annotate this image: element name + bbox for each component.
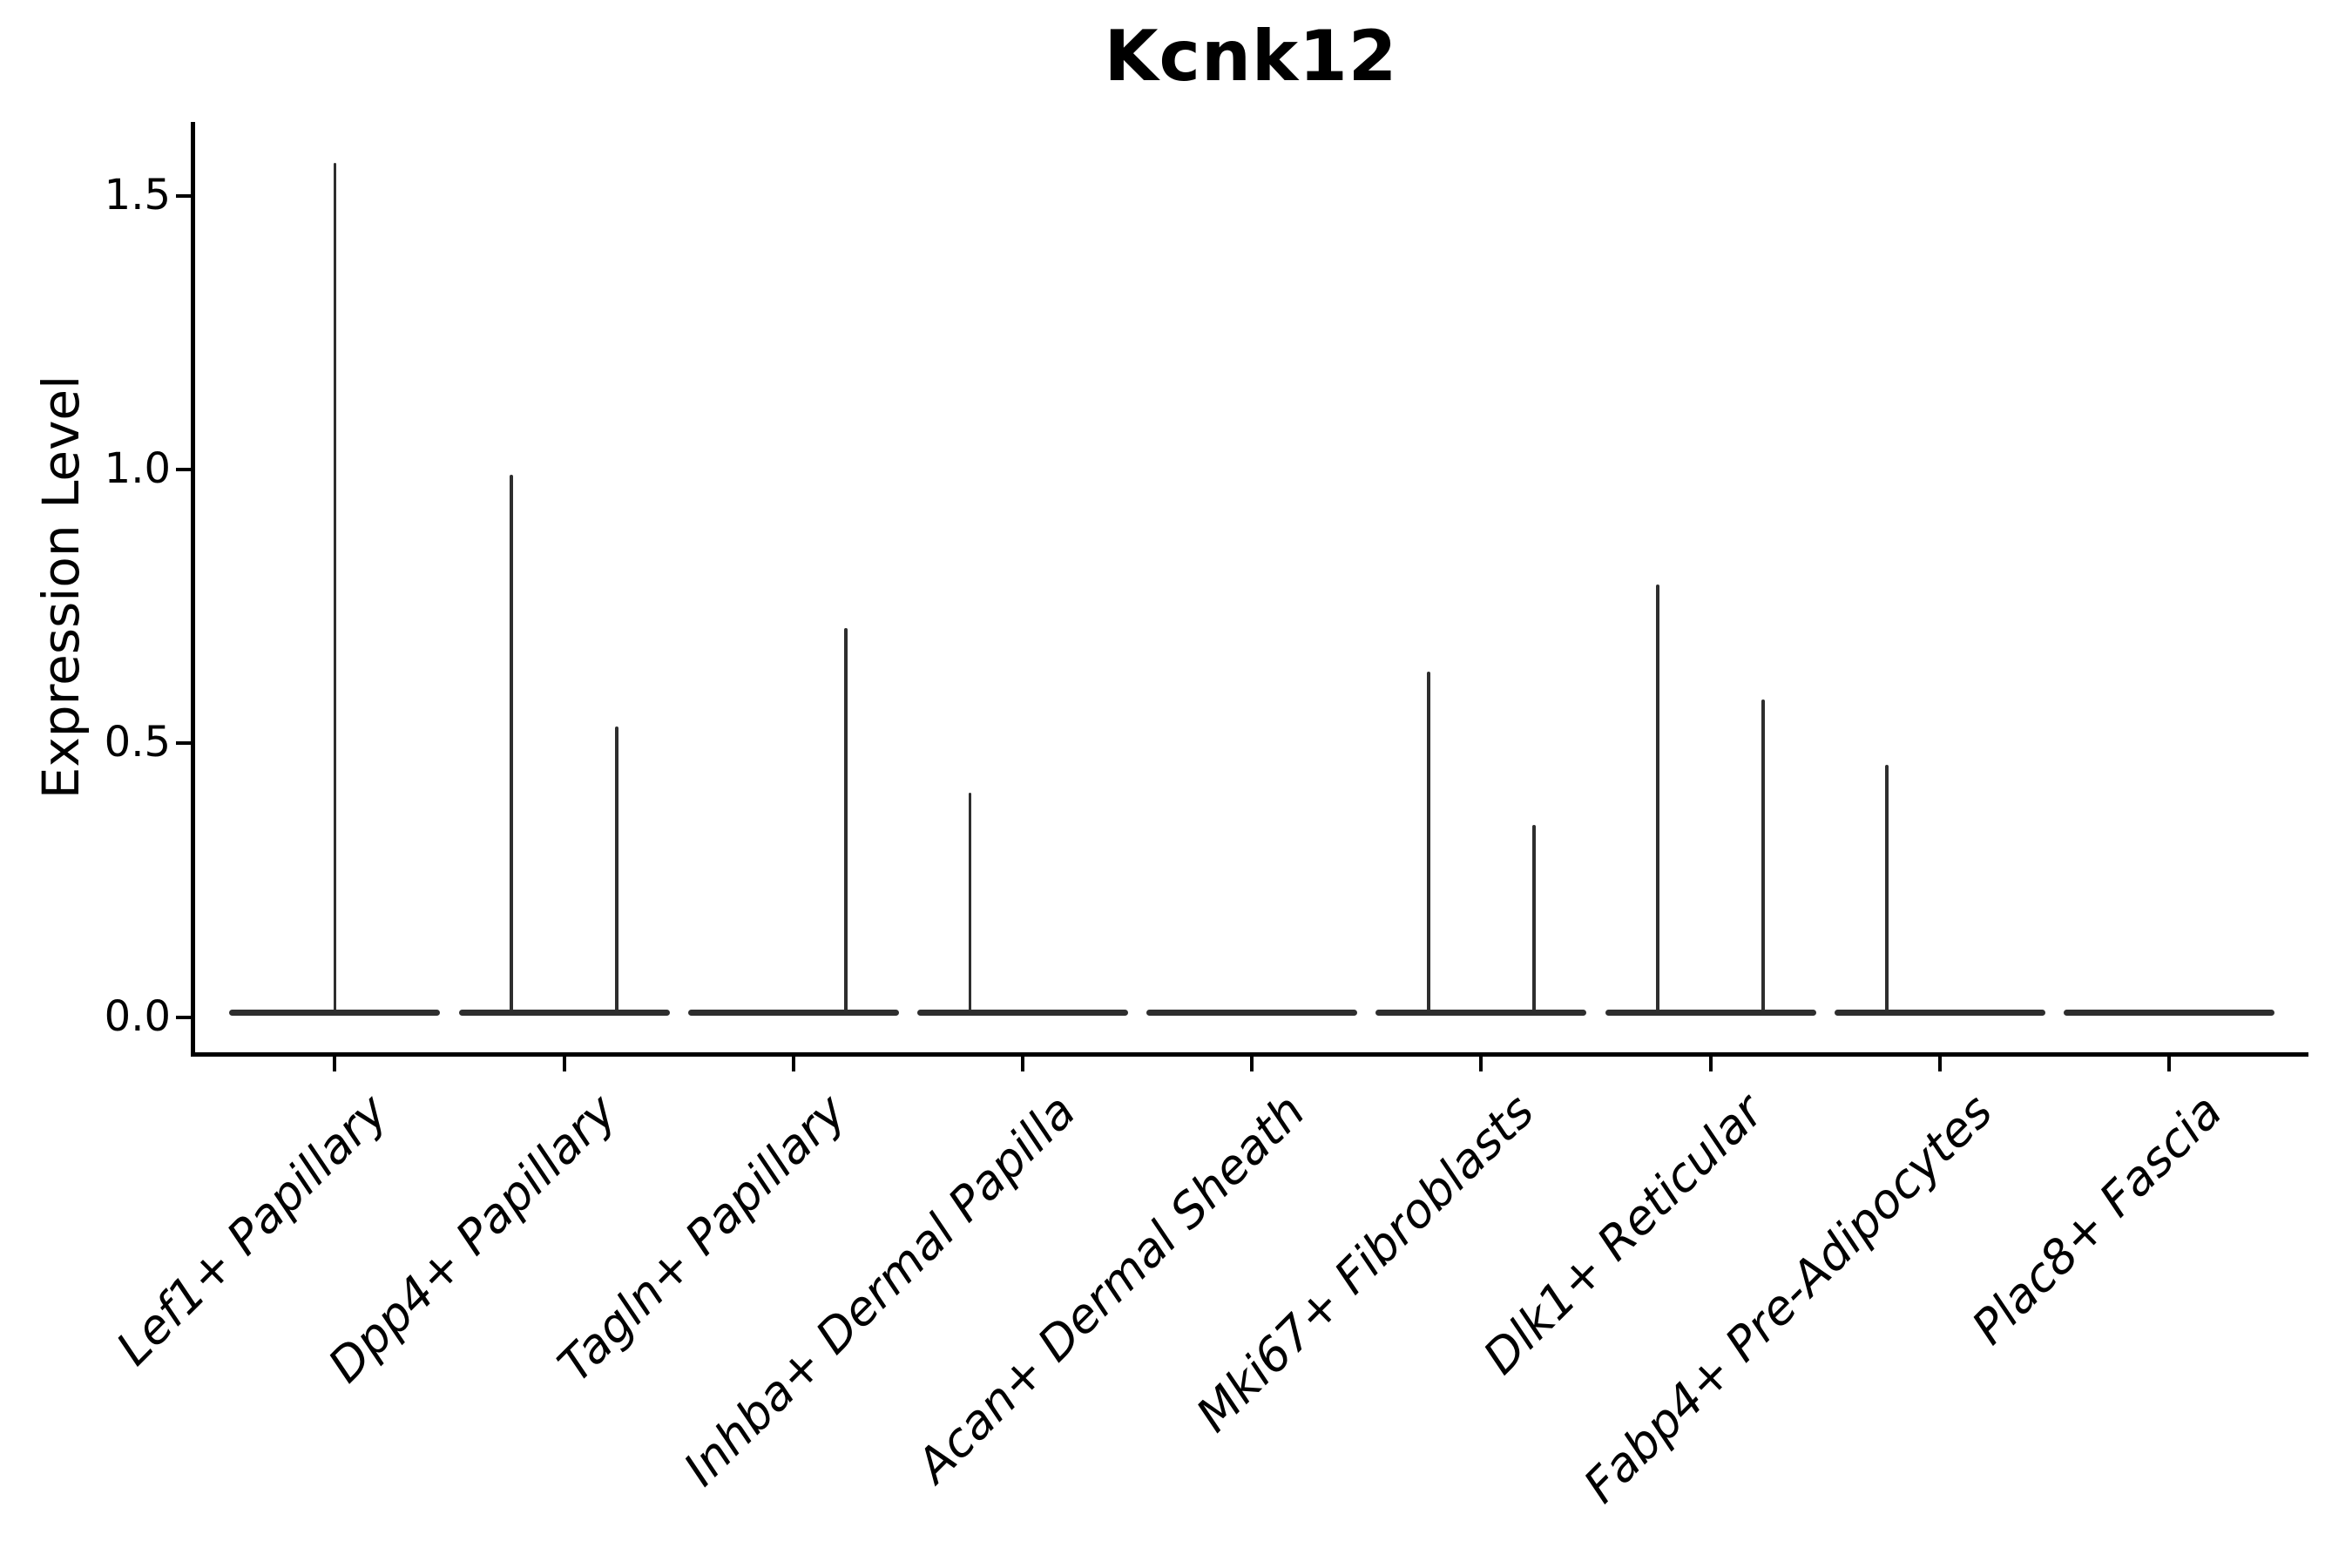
violin-body xyxy=(1834,1009,2045,1016)
x-tick xyxy=(1937,1056,1942,1071)
violin-spike xyxy=(333,162,337,1012)
y-tick xyxy=(176,467,191,471)
violin-body xyxy=(1605,1009,1816,1016)
y-tick xyxy=(176,741,191,746)
violin-spike xyxy=(1532,825,1536,1012)
x-tick-label: Inhba+ Dermal Papilla xyxy=(672,1084,1086,1497)
violin-spike xyxy=(1427,672,1430,1012)
y-tick-label: 0.5 xyxy=(104,718,171,767)
x-tick xyxy=(333,1056,337,1071)
violin-body xyxy=(687,1009,899,1016)
y-tick-label: 1.5 xyxy=(104,170,171,220)
violin-spike xyxy=(1761,699,1765,1012)
plot-title: Kcnk12 xyxy=(1104,16,1398,97)
x-tick xyxy=(2166,1056,2171,1071)
violin-body xyxy=(1146,1009,1358,1016)
x-tick xyxy=(1250,1056,1254,1071)
violin-spike xyxy=(844,628,848,1012)
x-tick-label: Acan+ Dermal Sheath xyxy=(905,1084,1315,1493)
violin-body xyxy=(1375,1009,1587,1016)
x-tick-label: Fabp4+ Pre-Adipocytes xyxy=(1572,1084,2004,1514)
x-tick xyxy=(1020,1056,1024,1071)
y-tick-label: 1.0 xyxy=(104,443,171,493)
violin-spike xyxy=(1885,765,1889,1012)
y-tick xyxy=(176,1015,191,1019)
violin-spike xyxy=(615,727,618,1012)
x-tick xyxy=(1479,1056,1484,1071)
violin-body xyxy=(2063,1009,2274,1016)
x-tick xyxy=(562,1056,566,1071)
x-tick xyxy=(1708,1056,1713,1071)
x-tick xyxy=(791,1056,795,1071)
violin-spike xyxy=(968,792,972,1012)
violin-body xyxy=(458,1009,670,1016)
y-axis-title: Expression Level xyxy=(31,375,91,800)
x-axis-line xyxy=(191,1052,2308,1057)
y-tick xyxy=(176,193,191,198)
violin-spike xyxy=(1656,584,1659,1012)
y-axis-line xyxy=(191,122,195,1057)
violin-body xyxy=(229,1009,441,1016)
violin-body xyxy=(916,1009,1128,1016)
x-tick-label: Plac8+ Fascia xyxy=(1961,1084,2233,1355)
y-tick-label: 0.0 xyxy=(104,991,171,1041)
violin-spike xyxy=(510,475,513,1012)
